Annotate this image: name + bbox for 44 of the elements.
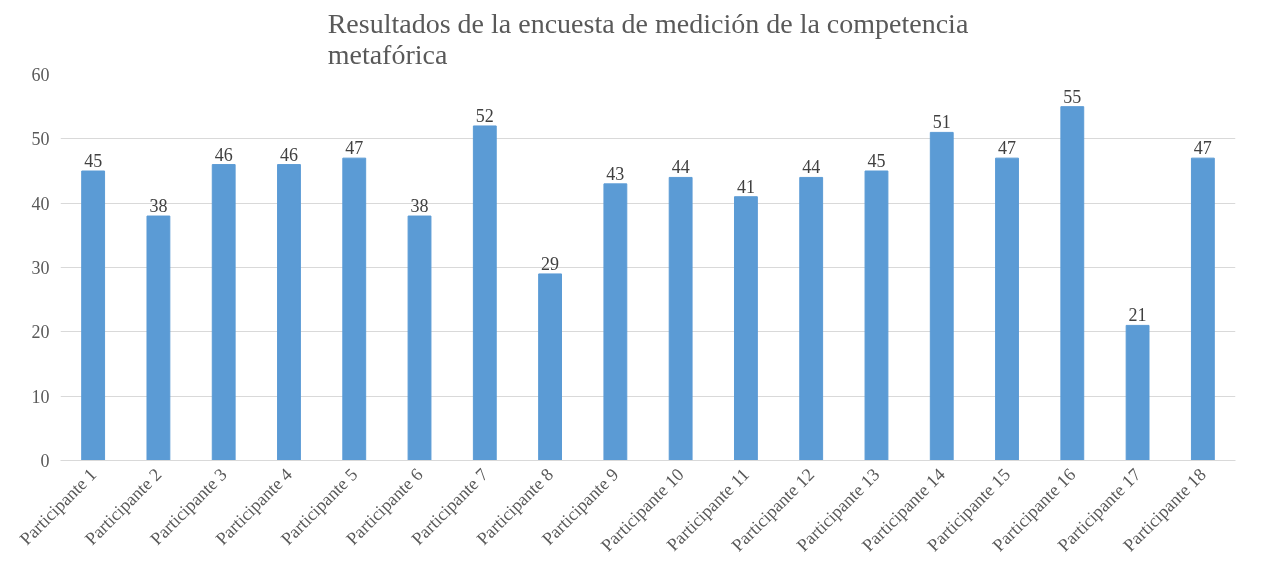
data-label: 55	[1063, 86, 1082, 107]
data-label: 47	[345, 138, 364, 159]
bar	[1060, 106, 1085, 461]
bar	[995, 157, 1019, 461]
chart-title: Resultados de la encuesta de medición de la competencia metafórica	[327, 7, 969, 70]
data-label: 45	[84, 151, 103, 171]
y-tick-label: 40	[31, 193, 50, 214]
y-tick-label: 60	[31, 65, 50, 85]
bar	[472, 125, 497, 461]
data-label: 46	[214, 144, 233, 165]
data-label: 52	[475, 105, 494, 126]
bar	[929, 131, 954, 461]
bar	[1190, 157, 1215, 461]
bar	[277, 164, 301, 461]
data-label: 47	[1193, 138, 1212, 159]
bar	[864, 170, 889, 461]
data-label: 46	[279, 144, 298, 165]
data-label: 47	[998, 138, 1017, 159]
bar	[211, 164, 236, 461]
data-label: 45	[867, 151, 886, 171]
data-label: 21	[1128, 305, 1147, 326]
data-label: 44	[671, 157, 690, 178]
data-label: 44	[802, 157, 821, 178]
data-label: 29	[541, 253, 560, 274]
bar	[342, 157, 367, 461]
bar	[146, 215, 171, 461]
data-label: 51	[932, 112, 951, 133]
y-tick-label: 10	[31, 386, 50, 407]
bar	[538, 273, 563, 461]
y-tick-label: 0	[40, 451, 50, 471]
bar	[799, 176, 824, 461]
data-label: 38	[410, 196, 429, 217]
bar	[733, 196, 758, 461]
y-tick-label: 20	[31, 322, 50, 343]
bar	[603, 183, 628, 461]
y-tick-label: 30	[31, 258, 50, 278]
y-tick-label: 50	[31, 129, 50, 150]
data-label: 38	[149, 196, 168, 217]
bar	[1125, 324, 1150, 461]
data-label: 43	[606, 163, 625, 184]
data-label: 41	[736, 176, 755, 197]
bar	[668, 176, 693, 461]
bar	[407, 215, 432, 461]
bar	[81, 170, 106, 461]
